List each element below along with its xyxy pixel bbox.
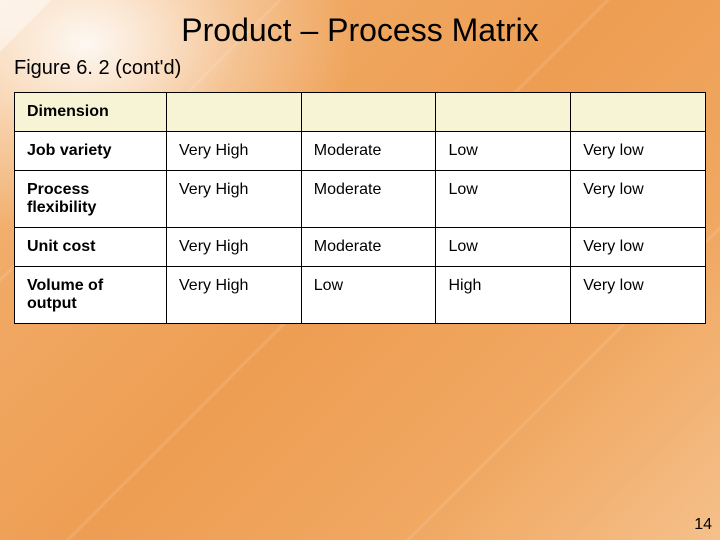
- cell: Very High: [167, 267, 302, 324]
- cell: Very low: [571, 171, 706, 228]
- page-number: 14: [694, 516, 712, 534]
- table-row: Job variety Very High Moderate Low Very …: [15, 132, 706, 171]
- table-row: Unit cost Very High Moderate Low Very lo…: [15, 228, 706, 267]
- col-3: [436, 93, 571, 132]
- col-2: [301, 93, 436, 132]
- table-header-row: Dimension: [15, 93, 706, 132]
- cell: Moderate: [301, 228, 436, 267]
- cell: Moderate: [301, 171, 436, 228]
- table-row: Process flexibility Very High Moderate L…: [15, 171, 706, 228]
- row-dimension: Job variety: [15, 132, 167, 171]
- row-dimension: Unit cost: [15, 228, 167, 267]
- cell: Low: [436, 228, 571, 267]
- col-dimension: Dimension: [15, 93, 167, 132]
- cell: Very High: [167, 228, 302, 267]
- slide-subtitle: Figure 6. 2 (cont'd): [0, 49, 720, 80]
- col-1: [167, 93, 302, 132]
- cell: Very low: [571, 132, 706, 171]
- matrix-table-container: Dimension Job variety Very High Moderate…: [14, 92, 706, 324]
- col-4: [571, 93, 706, 132]
- slide-content: Product – Process Matrix Figure 6. 2 (co…: [0, 0, 720, 540]
- cell: Very low: [571, 228, 706, 267]
- row-dimension: Volume of output: [15, 267, 167, 324]
- cell: Very low: [571, 267, 706, 324]
- cell: Moderate: [301, 132, 436, 171]
- cell: High: [436, 267, 571, 324]
- slide-title: Product – Process Matrix: [0, 0, 720, 49]
- row-dimension: Process flexibility: [15, 171, 167, 228]
- cell: Low: [301, 267, 436, 324]
- matrix-table: Dimension Job variety Very High Moderate…: [14, 92, 706, 324]
- cell: Low: [436, 132, 571, 171]
- table-row: Volume of output Very High Low High Very…: [15, 267, 706, 324]
- cell: Low: [436, 171, 571, 228]
- cell: Very High: [167, 132, 302, 171]
- cell: Very High: [167, 171, 302, 228]
